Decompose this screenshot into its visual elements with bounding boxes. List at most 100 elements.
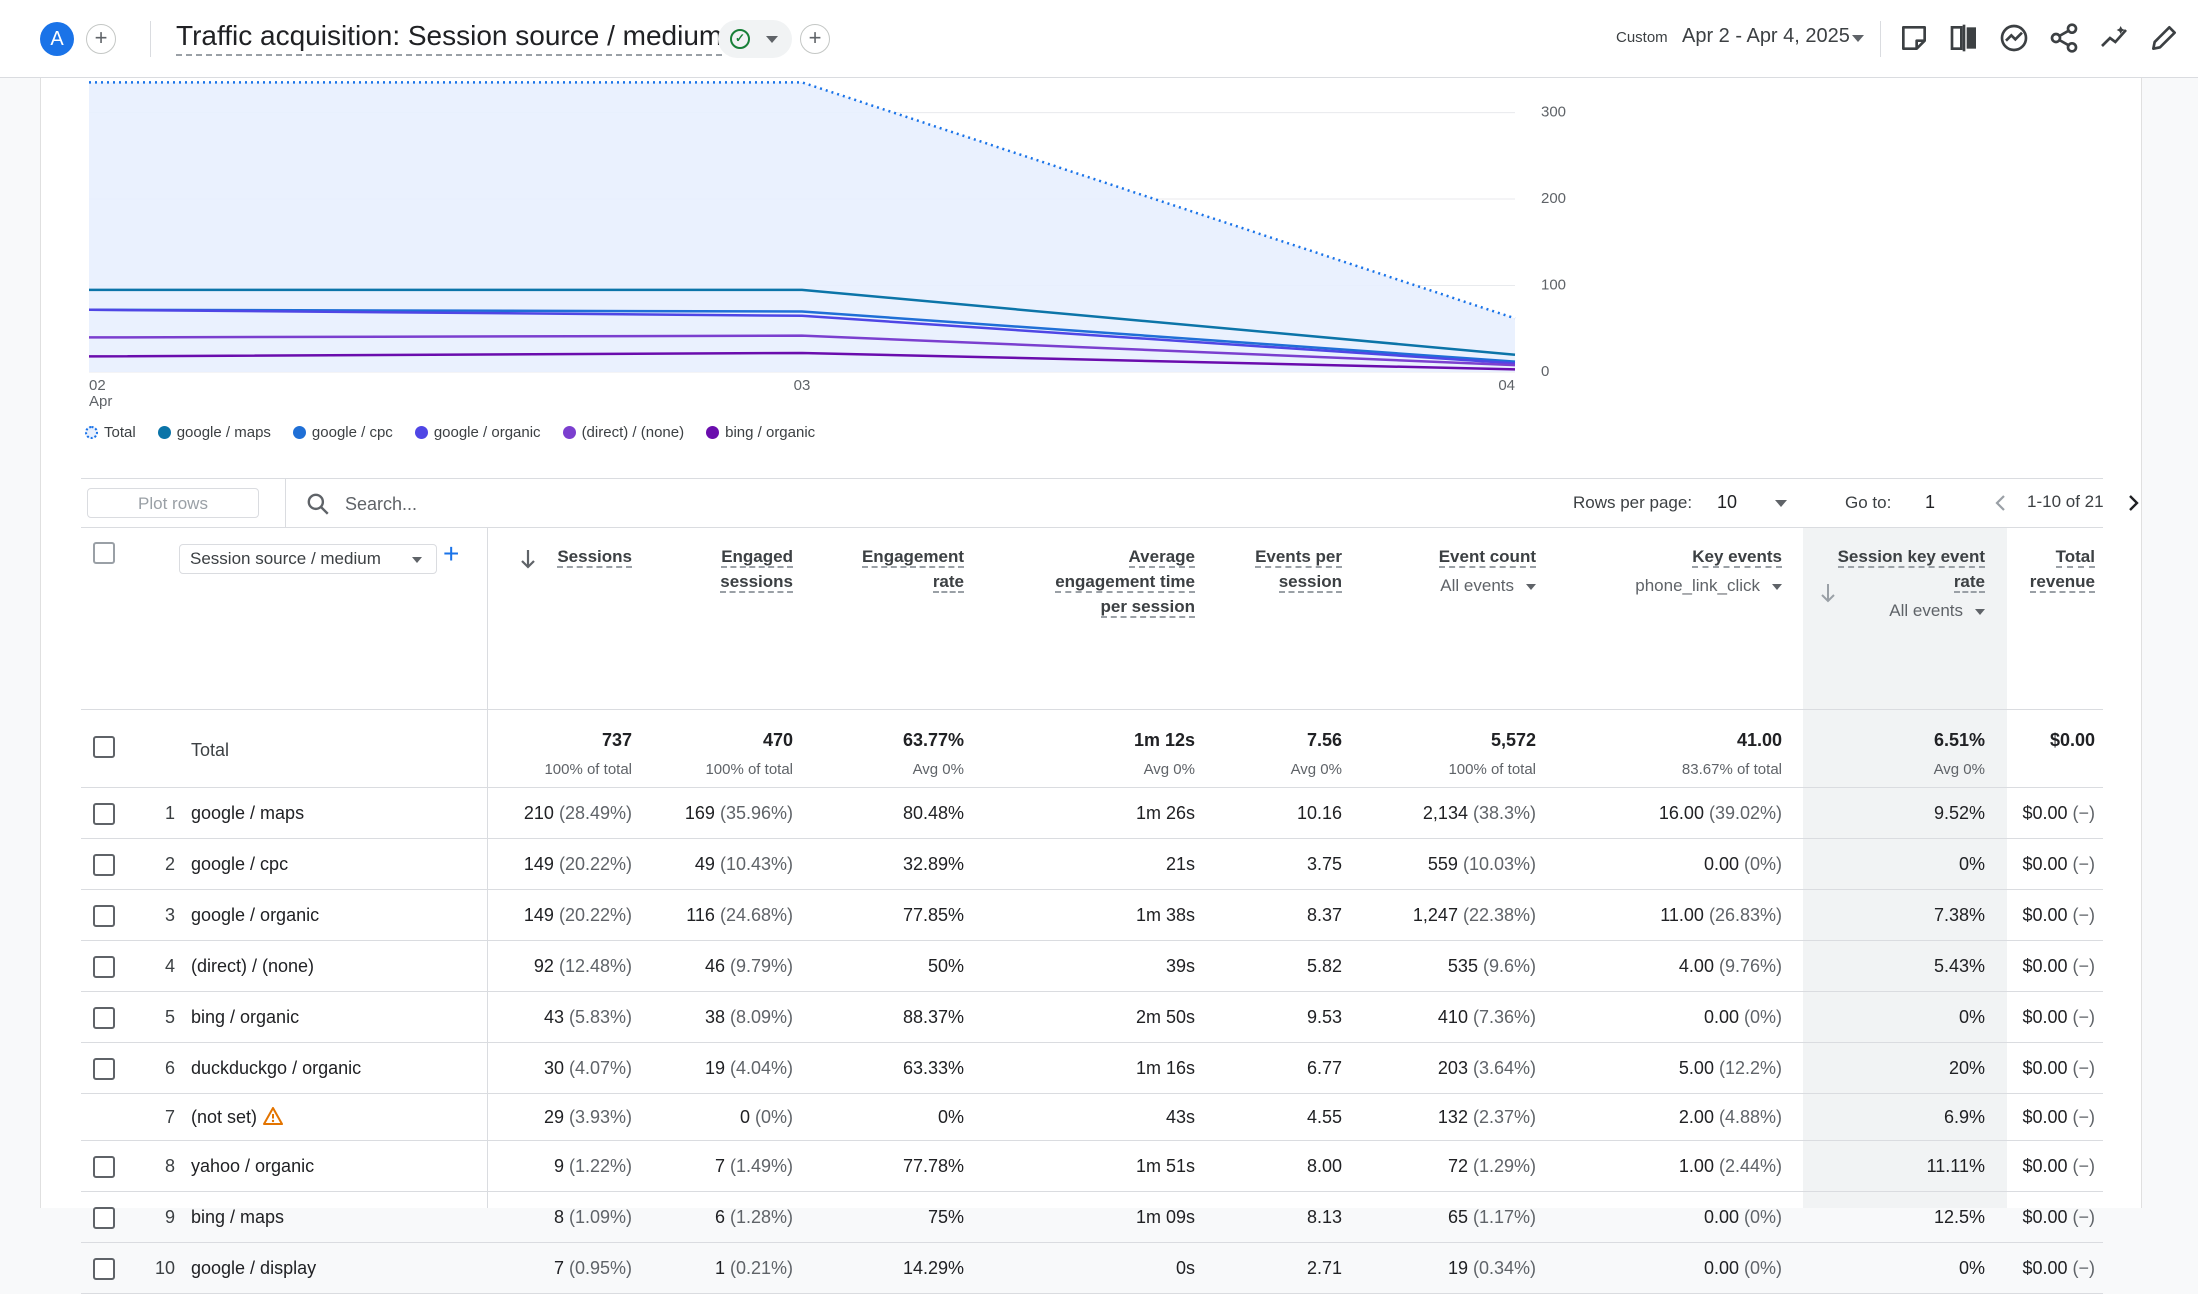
table-header: Session source / medium + Sessions Engage…: [81, 528, 2103, 710]
row-dimension[interactable]: yahoo / organic: [191, 1156, 314, 1177]
table-row[interactable]: 3 google / organic 149 (20.22%) 116 (24.68%…: [81, 890, 2103, 941]
column-header[interactable]: Events per session: [1255, 544, 1342, 594]
add-dimension-button[interactable]: +: [443, 540, 459, 568]
legend-item[interactable]: bing / organic: [706, 424, 815, 441]
cell-value: 10.16: [1296, 803, 1342, 823]
row-checkbox[interactable]: [93, 1156, 115, 1178]
cell-percent: (9.76%): [1713, 956, 1782, 976]
totals-checkbox[interactable]: [93, 736, 115, 758]
warning-triangle-icon[interactable]: [263, 1107, 284, 1125]
chevron-right-icon[interactable]: [2121, 491, 2145, 515]
trend-icon[interactable]: [2098, 22, 2130, 54]
legend-item[interactable]: google / maps: [157, 424, 271, 441]
row-checkbox[interactable]: [93, 1058, 115, 1080]
column-header[interactable]: Total revenue: [2029, 544, 2095, 594]
goto-page-input[interactable]: 1: [1925, 492, 1936, 512]
series-line: [88, 334, 1516, 367]
column-filter-select[interactable]: phone_link_click: [1635, 573, 1782, 598]
header-divider: [1880, 21, 1881, 57]
row-dimension[interactable]: google / display: [191, 1258, 316, 1279]
cell-value: 0.00: [1703, 1258, 1739, 1278]
column-header[interactable]: Session key event rate All events: [1837, 544, 1985, 623]
date-range-picker[interactable]: Apr 2 - Apr 4, 2025: [1682, 25, 1850, 47]
column-header[interactable]: Engagement rate: [861, 544, 964, 594]
notes-icon[interactable]: [1898, 22, 1930, 54]
row-cell: $0.00 (−): [2022, 1107, 2095, 1128]
row-checkbox[interactable]: [93, 1258, 115, 1280]
chevron-down-icon[interactable]: [1775, 500, 1787, 507]
rows-per-page-select[interactable]: 10: [1717, 492, 1738, 512]
add-filter-button[interactable]: +: [800, 24, 830, 54]
report-title[interactable]: Traffic acquisition: Session source / me…: [176, 20, 723, 56]
chevron-left-icon[interactable]: [1989, 491, 2013, 515]
legend-item[interactable]: Total: [85, 424, 136, 441]
compare-icon[interactable]: [1948, 22, 1980, 54]
column-filter-select[interactable]: All events: [1439, 573, 1536, 598]
header-divider: [150, 21, 151, 57]
add-comparison-button[interactable]: +: [86, 24, 116, 54]
row-dimension[interactable]: google / maps: [191, 803, 304, 824]
cell-value: 169: [684, 803, 715, 823]
report-status-chip[interactable]: ✓: [718, 20, 792, 58]
column-header[interactable]: Sessions: [557, 544, 632, 569]
table-search-input[interactable]: [343, 491, 647, 517]
legend-item[interactable]: (direct) / (none): [562, 424, 684, 441]
row-dimension[interactable]: (direct) / (none): [191, 956, 314, 977]
row-cell: 3.75: [1307, 854, 1342, 875]
select-all-checkbox[interactable]: [93, 542, 115, 564]
table-row[interactable]: 2 google / cpc 149 (20.22%) 49 (10.43%) 32.8…: [81, 839, 2103, 890]
total-value-number: 7.56: [1306, 730, 1342, 750]
share-icon[interactable]: [2048, 22, 2080, 54]
cell-value: 0: [739, 1107, 750, 1127]
row-checkbox[interactable]: [93, 1207, 115, 1229]
row-cell: 12.5%: [1934, 1207, 1985, 1228]
row-dimension[interactable]: google / cpc: [191, 854, 288, 875]
table-row[interactable]: 5 bing / organic 43 (5.83%) 38 (8.09%) 88.37…: [81, 992, 2103, 1043]
column-header[interactable]: Event count All events: [1438, 544, 1536, 598]
column-header[interactable]: Engaged sessions: [720, 544, 793, 594]
chevron-down-icon: [1975, 608, 1985, 615]
legend-label: google / cpc: [311, 424, 393, 441]
table-row[interactable]: 6 duckduckgo / organic 30 (4.07%) 19 (4.04%…: [81, 1043, 2103, 1094]
legend-item[interactable]: google / organic: [414, 424, 541, 441]
edit-icon[interactable]: [2148, 22, 2180, 54]
table-row[interactable]: 4 (direct) / (none) 92 (12.48%) 46 (9.79%) 5…: [81, 941, 2103, 992]
table-row[interactable]: 7 (not set) 29 (3.93%) 0 (0%) 0% 43s 4.55 132 (…: [81, 1094, 2103, 1141]
row-dimension[interactable]: duckduckgo / organic: [191, 1058, 361, 1079]
total-value: 1m 12s Avg 0%: [1134, 730, 1195, 778]
cell-value: 11.00: [1660, 905, 1704, 925]
table-toolbar: Plot rows Rows per page: 10 Go to: 1 1-1…: [81, 478, 2139, 528]
dimension-select[interactable]: Session source / medium: [179, 544, 437, 574]
cell-value: 77.85%: [902, 905, 964, 925]
row-checkbox[interactable]: [93, 854, 115, 876]
column-filter-select[interactable]: All events: [1838, 598, 1985, 623]
row-checkbox[interactable]: [93, 905, 115, 927]
row-checkbox[interactable]: [93, 1007, 115, 1029]
insights-icon[interactable]: [1998, 22, 2030, 54]
chevron-down-icon[interactable]: [1852, 35, 1864, 42]
sort-descending-icon[interactable]: [519, 548, 537, 570]
column-header[interactable]: Key events phone_link_click: [1635, 544, 1782, 598]
plus-icon: +: [94, 25, 108, 50]
legend-item[interactable]: google / cpc: [292, 424, 393, 441]
row-checkbox[interactable]: [93, 803, 115, 825]
plot-rows-button[interactable]: Plot rows: [87, 488, 259, 518]
sort-arrow-icon[interactable]: [1819, 582, 1837, 604]
row-cell: 4.55: [1307, 1107, 1342, 1128]
table-row[interactable]: 10 google / display 7 (0.95%) 1 (0.21%) 14.2…: [81, 1243, 2103, 1294]
cell-percent: (20.22%): [553, 905, 632, 925]
account-avatar[interactable]: A: [40, 22, 74, 56]
row-dimension[interactable]: (not set): [191, 1107, 284, 1128]
row-dimension[interactable]: bing / maps: [191, 1207, 284, 1228]
cell-value: 92: [533, 956, 554, 976]
table-row[interactable]: 8 yahoo / organic 9 (1.22%) 7 (1.49%) 77.78%…: [81, 1141, 2103, 1192]
table-row[interactable]: 9 bing / maps 8 (1.09%) 6 (1.28%) 75% 1m 09s 8…: [81, 1192, 2103, 1243]
row-cell: 0.00 (0%): [1704, 1207, 1782, 1228]
cell-value: 0.00: [1703, 1207, 1739, 1227]
row-dimension[interactable]: bing / organic: [191, 1007, 299, 1028]
row-cell: 10.16: [1297, 803, 1342, 824]
table-row[interactable]: 1 google / maps 210 (28.49%) 169 (35.96%) 80…: [81, 788, 2103, 839]
row-checkbox[interactable]: [93, 956, 115, 978]
row-dimension[interactable]: google / organic: [191, 905, 319, 926]
column-header[interactable]: Average engagement time per session: [1055, 544, 1195, 619]
